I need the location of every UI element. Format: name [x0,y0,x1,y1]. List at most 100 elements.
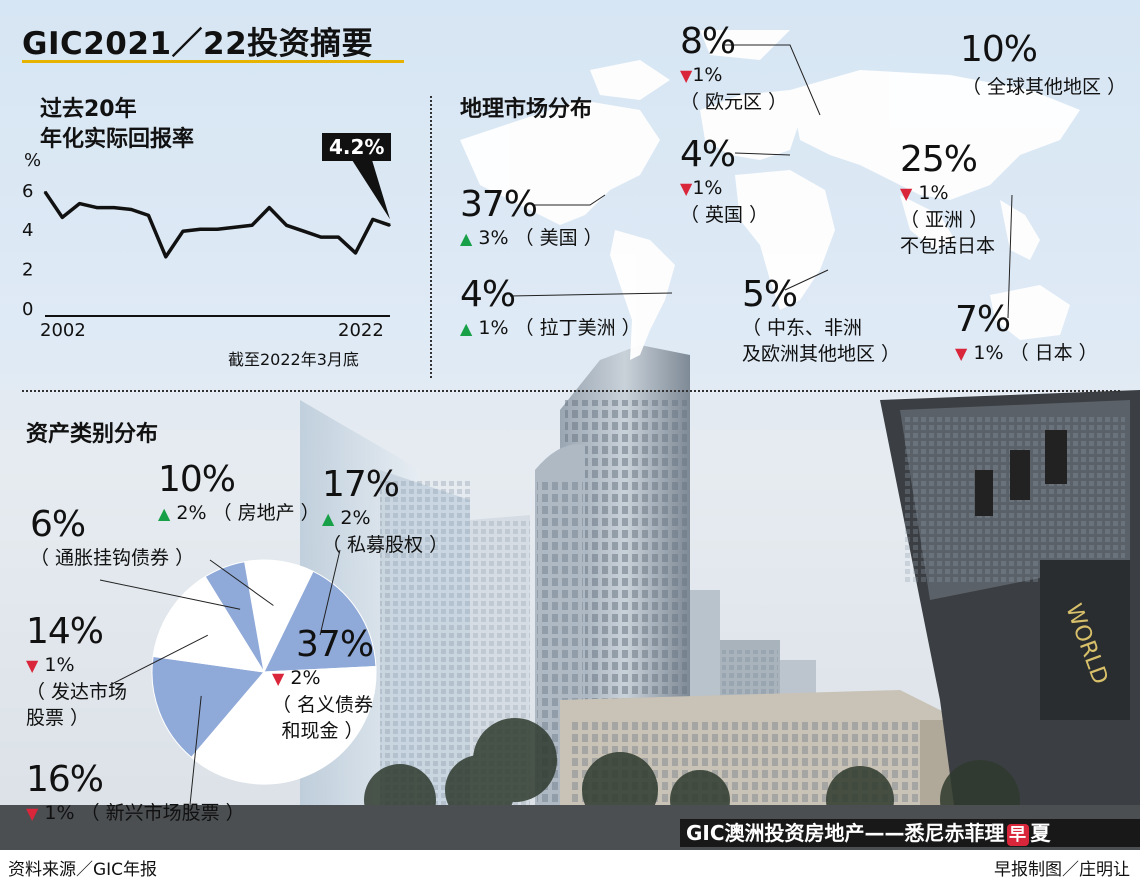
y-tick-label: 4 [22,220,33,241]
returns-point [251,224,253,227]
pie-leader-line [99,579,241,610]
geo-change: 3% [478,227,509,249]
geo-name-2: 及欧洲其他地区 ） [742,343,901,365]
pie-leader-line [319,549,341,636]
returns-x-end: 2022 [338,320,384,341]
returns-point [44,191,46,193]
y-tick-label: 6 [22,181,33,202]
geo-item-eurozone: 8% ▼1% （ 欧元区 ） [680,22,787,115]
returns-point [285,224,288,227]
geo-name: （ 美国 ） [514,227,603,249]
y-tick-label: 0 [22,299,33,320]
asset-pct: 17% [322,464,400,505]
returns-point [302,230,305,232]
asset-change: 2% [340,507,371,529]
returns-point [337,236,340,238]
arrow-up-icon: ▲ [322,509,335,528]
asset-change: 1% [44,802,75,824]
geo-item-mea: 5% （ 中东、非洲 及欧洲其他地区 ） [742,275,900,367]
geo-pct: 25% [900,139,978,180]
geo-item-asia: 25% ▼ 1% （ 亚洲 ） 不包括日本 [900,140,995,259]
geo-heading: 地理市场分布 [460,97,593,122]
returns-point [268,206,271,209]
asset-pct: 16% [26,759,104,800]
asset-pct: 6% [30,504,86,545]
asset-change: 1% [44,654,75,676]
asset-item-realestate: 10% ▲ 2% （ 房地产 ） [158,460,320,527]
returns-point [113,206,115,209]
page-title: GIC2021／22投资摘要 [22,26,374,62]
arrow-down-icon: ▼ [955,344,968,363]
vertical-divider [430,96,432,378]
geo-name: （ 欧元区 ） [680,91,788,113]
geo-pct: 8% [680,21,736,62]
geo-change: 1% [692,177,723,199]
arrow-down-icon: ▼ [272,669,285,688]
geo-name: （ 英国 ） [680,204,769,226]
asset-change: 2% [290,667,321,689]
photo-caption: GIC澳洲投资房地产——悉尼赤菲理早夏 [680,819,1140,847]
asset-name: （ 通胀挂钩债券 ） [30,547,195,569]
photo-caption-text: GIC澳洲投资房地产——悉尼赤菲理 [686,821,1005,845]
geo-name: （ 日本 ） [1009,342,1098,364]
geo-name: （ 亚洲 ） [900,209,989,231]
geo-pct: 37% [460,184,538,225]
photo-caption-end: 夏 [1030,821,1051,845]
credit-note: 早报制图／庄明让 [994,860,1130,880]
returns-heading: 过去20年 年化实际回报率 [40,95,194,155]
geo-leader-lines [509,44,1013,319]
horizontal-divider [22,390,1120,392]
y-tick-label: 2 [22,260,33,281]
asset-name: （ 发达市场 [26,681,128,703]
returns-point [95,206,98,209]
geo-name-2: 不包括日本 [900,235,996,257]
geo-name: （ 中东、非洲 [742,317,863,339]
pie-slice [263,570,377,673]
asset-name: （ 房地产 ） [212,502,320,524]
arrow-up-icon: ▲ [460,229,473,248]
returns-point [130,208,133,211]
returns-line-chart: 6 4 2 0 [22,160,391,320]
returns-point [78,202,81,205]
callout-pointer [352,160,390,220]
geo-item-japan: 7% ▼ 1% （ 日本 ） [955,300,1098,367]
arrow-down-icon: ▼ [680,66,693,85]
geo-change: 1% [973,342,1004,364]
infographic-panel: WORLD GIC2021／22投资摘要 [0,0,1140,850]
returns-point [216,228,219,231]
returns-point [233,226,236,229]
geo-item-us: 37% ▲ 3% （ 美国 ） [460,185,603,252]
asset-pie-chart [99,549,377,806]
returns-point [371,218,374,221]
geo-item-rest-of-world: 10% [960,30,1038,70]
asset-name-2: 股票 ） [26,707,90,729]
returns-x-start: 2002 [40,320,86,341]
arrow-down-icon: ▼ [26,656,39,675]
pie-leader-line [109,634,209,686]
geo-pct: 7% [955,299,1011,340]
asset-name-2: 和现金 ） [281,720,364,742]
returns-point [164,255,167,258]
returns-point [182,230,184,232]
asset-name: （ 新兴市场股票 ） [80,802,245,824]
asset-change: 2% [176,502,207,524]
arrow-down-icon: ▼ [900,184,913,203]
returns-heading-line2: 年化实际回报率 [40,127,195,152]
returns-point [354,252,357,254]
asset-pct: 14% [26,611,104,652]
pie-slice [190,665,377,785]
geo-pct: 4% [680,134,736,175]
geo-item-uk: 4% ▼1% （ 英国 ） [680,135,768,228]
geo-pct: 4% [460,274,516,315]
returns-callout: 4.2% [322,133,392,161]
geo-change: 1% [918,182,949,204]
arrow-up-icon: ▲ [158,504,171,523]
pie-slice [152,575,265,673]
returns-unit: % [24,150,42,171]
asset-pct: 10% [158,459,236,500]
zaobao-logo: 早 [1006,824,1029,846]
returns-point [389,224,391,227]
returns-heading-line1: 过去20年 [40,97,137,122]
title-underline [22,60,404,63]
arrow-down-icon: ▼ [680,179,693,198]
